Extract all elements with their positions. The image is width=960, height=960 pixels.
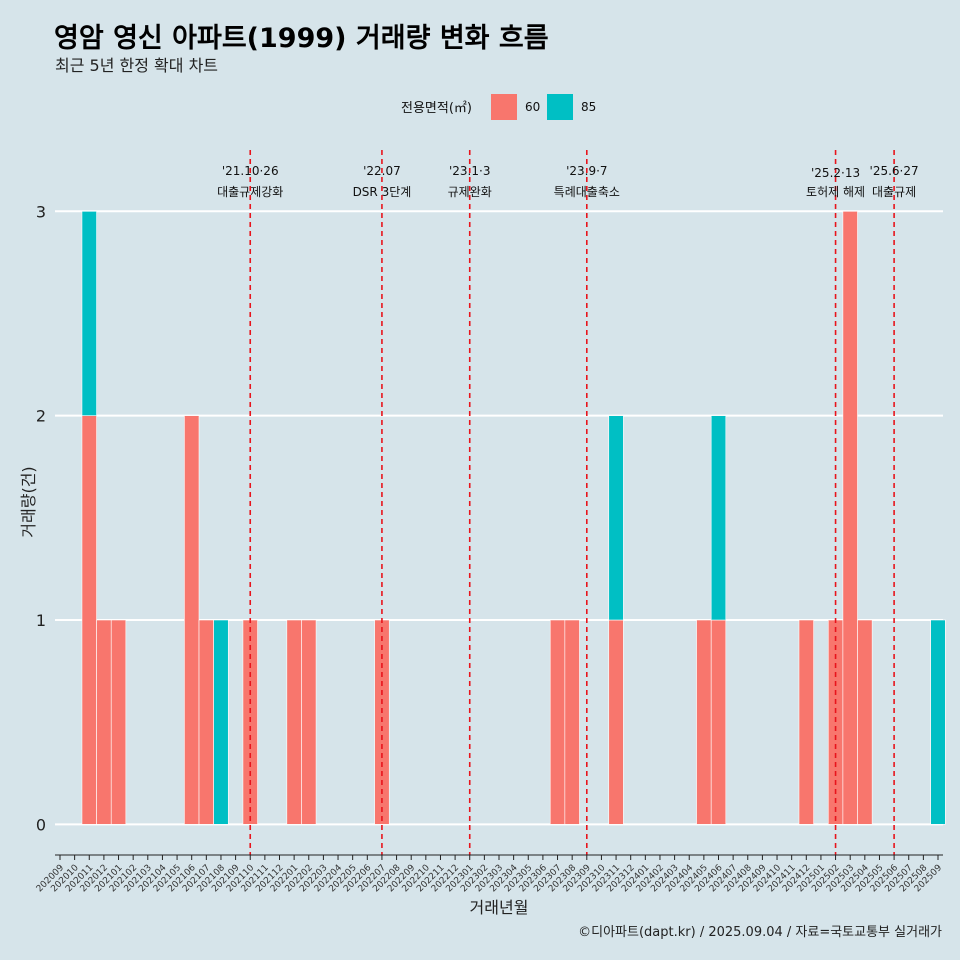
- bar-60-202012: [96, 619, 112, 825]
- bar-60-202202: [301, 619, 317, 825]
- bar-85-202311: [608, 415, 624, 621]
- y-tick-label: 3: [36, 202, 46, 221]
- bar-60-202412: [798, 619, 814, 825]
- bar-60-202201: [286, 619, 302, 825]
- bar-60-202405: [696, 619, 712, 825]
- event-date-label: '22.07: [363, 164, 401, 178]
- event-date-label: '25.2·13: [811, 166, 860, 180]
- x-axis-title: 거래년월: [470, 898, 529, 917]
- event-name-label: 토허제 해제: [806, 185, 865, 199]
- bar-60-202107: [198, 619, 214, 825]
- y-tick-label: 1: [36, 611, 46, 630]
- legend-swatch-85: [547, 94, 573, 120]
- legend-label-60: 60: [525, 100, 540, 114]
- bar-60-202504: [857, 619, 873, 825]
- legend-swatch-60: [491, 94, 517, 120]
- event-name-label: 특례대출축소: [554, 185, 620, 199]
- event-name-label: 대출규제: [872, 185, 916, 199]
- bar-60-202101: [110, 619, 127, 825]
- bar-85-202011: [81, 211, 97, 416]
- chart-title: 영암 영신 아파트(1999) 거래량 변화 흐름: [54, 23, 549, 54]
- event-name-label: DSR 3단계: [353, 185, 412, 199]
- event-name-label: 대출규제강화: [217, 185, 283, 199]
- chart-subtitle: 최근 5년 한정 확대 차트: [55, 56, 219, 75]
- chart-caption: ©디아파트(dapt.kr) / 2025.09.04 / 자료=국토교통부 실…: [578, 925, 942, 940]
- y-axis-title: 거래량(건): [19, 466, 38, 537]
- event-date-label: '25.6·27: [870, 164, 919, 178]
- y-tick-label: 2: [36, 407, 46, 426]
- bar-85-202509: [930, 619, 946, 825]
- bar-60-202307: [549, 619, 566, 825]
- event-date-label: '23.1·3: [449, 164, 490, 178]
- bar-60-202308: [564, 619, 580, 825]
- legend-title: 전용면적(㎡): [401, 101, 472, 116]
- bar-85-202108: [213, 619, 229, 825]
- bar-60-202106: [184, 415, 200, 825]
- legend-label-85: 85: [581, 100, 596, 114]
- event-date-label: '23.9·7: [566, 164, 607, 178]
- bar-60-202011: [81, 415, 97, 825]
- bar-60-202503: [842, 211, 858, 825]
- bar-60-202406: [710, 619, 727, 825]
- bar-60-202311: [608, 619, 624, 825]
- bar-85-202406: [710, 415, 727, 621]
- y-tick-label: 0: [36, 815, 46, 834]
- event-date-label: '21.10·26: [222, 164, 279, 178]
- event-name-label: 규제완화: [448, 185, 492, 199]
